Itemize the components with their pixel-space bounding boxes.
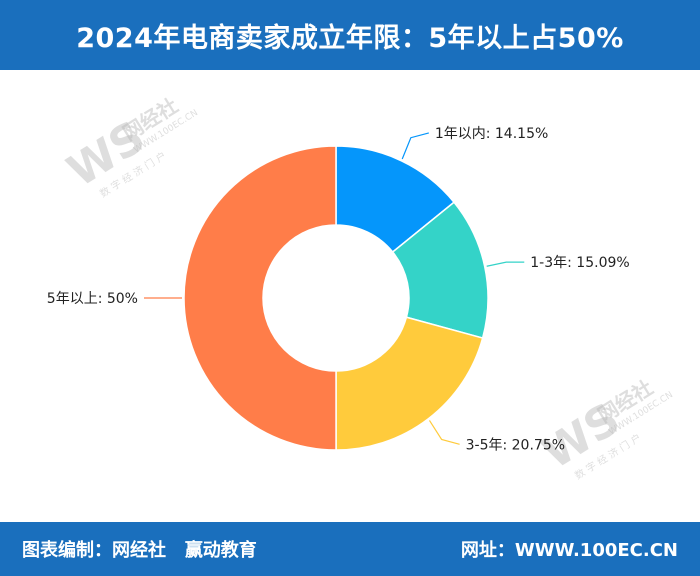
credit-label: 图表编制： <box>22 540 112 561</box>
slice-label-2: 1-3年: 15.09% <box>530 255 629 271</box>
credit-org-1: 网经社 <box>112 540 166 561</box>
chart-footer: 图表编制：网经社 赢动教育 网址：WWW.100EC.CN <box>0 522 700 576</box>
site-url: WWW.100EC.CN <box>514 540 678 561</box>
slice-4 <box>183 145 337 451</box>
slice-label-1: 1年以内: 14.15% <box>435 126 548 142</box>
chart-header: 2024年电商卖家成立年限：5年以上占50% <box>0 0 700 70</box>
leader-line-3 <box>428 420 460 445</box>
credit-gap <box>166 540 185 561</box>
chart-title: 2024年电商卖家成立年限：5年以上占50% <box>76 22 624 54</box>
credit-org-2: 赢动教育 <box>184 540 257 561</box>
slice-2 <box>391 201 489 339</box>
chart-area: WS 网经社 WWW.100EC.CN 数 字 经 济 门 户 WS 网经社 WWW.100… <box>0 70 700 522</box>
footer-site: 网址：WWW.100EC.CN <box>461 536 678 562</box>
donut-slices <box>183 145 489 451</box>
leader-line-1 <box>401 132 429 160</box>
slice-3 <box>335 316 484 451</box>
leader-line-2 <box>486 261 525 267</box>
footer-credit: 图表编制：网经社 赢动教育 <box>22 536 257 562</box>
slice-labels: 1年以内: 14.15% 1-3年: 15.09% 3-5年: 20.75% 5年以上… <box>47 126 630 453</box>
slice-label-4: 5年以上: 50% <box>47 291 138 307</box>
slice-label-3: 3-5年: 20.75% <box>466 437 565 453</box>
leader-lines <box>144 132 525 445</box>
site-label: 网址： <box>460 540 515 561</box>
